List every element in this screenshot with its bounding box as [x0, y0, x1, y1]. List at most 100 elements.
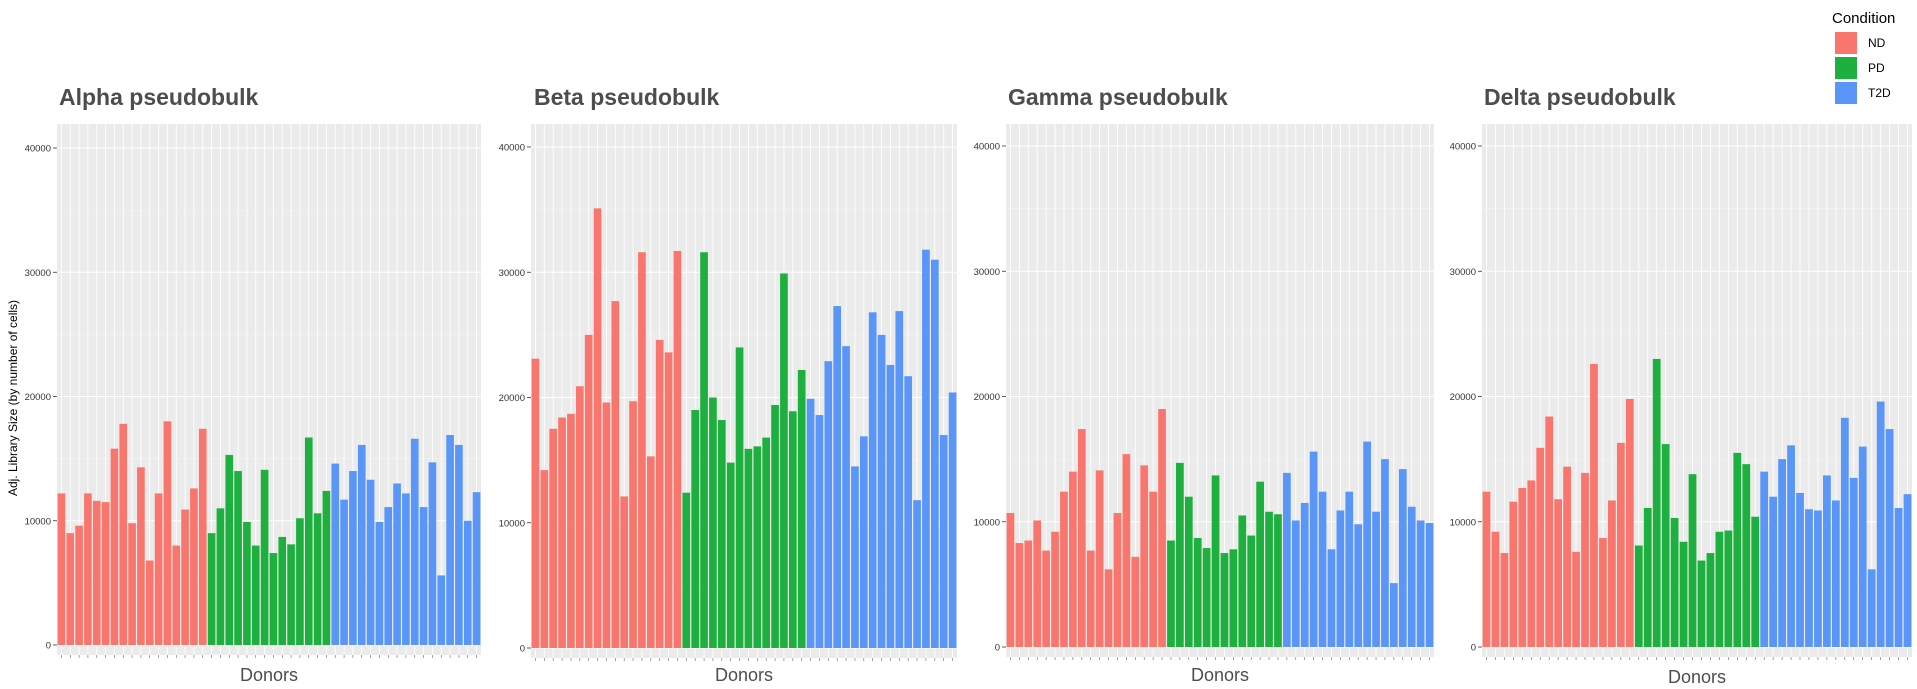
bar-t2d: [410, 438, 419, 645]
y-tick-label: 40000: [499, 143, 525, 154]
bar-t2d: [1398, 469, 1407, 647]
bar-t2d: [393, 483, 401, 645]
bar-t2d: [948, 392, 957, 648]
x-axis-label: Donors: [1191, 665, 1249, 685]
bar-pd: [278, 536, 287, 645]
bar-t2d: [877, 334, 886, 648]
bar-t2d: [1805, 509, 1813, 647]
bar-t2d: [1831, 500, 1840, 647]
bar-nd: [172, 545, 181, 645]
y-tick-label: 10000: [1450, 517, 1476, 528]
y-tick-label: 30000: [1450, 267, 1476, 278]
bar-nd: [611, 301, 620, 648]
x-axis-label: Donors: [1668, 667, 1726, 687]
bar-nd: [84, 493, 92, 645]
bar-nd: [1042, 550, 1050, 647]
bar-pd: [1176, 462, 1184, 647]
bar-nd: [1616, 442, 1625, 647]
bar-t2d: [331, 463, 340, 645]
y-tick-label: 10000: [25, 516, 51, 527]
legend-label-nd: ND: [1868, 36, 1886, 50]
plot-panel: [1006, 124, 1434, 657]
bar-pd: [1715, 531, 1724, 647]
y-tick-label: 0: [1471, 643, 1476, 654]
bar-nd: [1077, 429, 1086, 647]
bar-t2d: [1372, 511, 1380, 647]
panel-4: 0 10000 20000 30000 40000 Delta pseudobulk Don…: [1450, 84, 1912, 687]
bar-nd: [66, 533, 75, 645]
bar-t2d: [1823, 475, 1831, 647]
bar-pd: [269, 553, 278, 645]
bar-nd: [1149, 491, 1157, 647]
bar-t2d: [1354, 524, 1363, 647]
bar-pd: [1193, 538, 1202, 647]
bar-t2d: [375, 521, 384, 645]
bar-t2d: [1309, 451, 1318, 647]
bar-t2d: [1903, 494, 1912, 647]
bar-pd: [1634, 545, 1643, 647]
bar-t2d: [419, 507, 428, 645]
bar-pd: [243, 521, 251, 645]
bar-t2d: [806, 398, 815, 648]
legend: Condition ND PD T2D: [1832, 10, 1895, 104]
x-axis-label: Donors: [715, 665, 773, 685]
bar-t2d: [868, 312, 877, 648]
bar-nd: [673, 250, 682, 648]
bar-t2d: [384, 507, 393, 645]
bar-pd: [1643, 507, 1652, 647]
legend-title: Condition: [1832, 10, 1895, 27]
bar-t2d: [939, 435, 948, 648]
bar-t2d: [1318, 491, 1327, 647]
panel-2: 0 10000 20000 30000 40000 Beta pseudobulk Dono…: [499, 84, 957, 685]
bar-nd: [57, 493, 66, 645]
bar-t2d: [1840, 417, 1849, 647]
bar-nd: [655, 339, 664, 648]
bar-pd: [700, 252, 708, 648]
bar-t2d: [402, 493, 410, 645]
bar-t2d: [1336, 510, 1345, 647]
bar-pd: [1724, 530, 1733, 647]
bar-pd: [1238, 515, 1247, 647]
bar-nd: [1572, 551, 1580, 647]
bar-pd: [260, 469, 269, 645]
bar-nd: [549, 428, 558, 648]
y-tick-label: 0: [995, 643, 1000, 654]
bar-t2d: [455, 444, 463, 645]
bar-t2d: [1425, 523, 1434, 647]
bar-nd: [1599, 538, 1607, 647]
bar-pd: [1733, 452, 1742, 647]
y-axis-label: Adj. Library Size (by number of cells): [6, 300, 20, 496]
y-tick-label: 20000: [499, 393, 525, 404]
bar-t2d: [1849, 477, 1858, 647]
bar-nd: [1131, 556, 1140, 647]
bar-pd: [1184, 496, 1193, 647]
bar-nd: [1113, 512, 1122, 647]
bar-t2d: [895, 311, 904, 648]
bar-nd: [1536, 447, 1545, 647]
panel-title: Gamma pseudobulk: [1008, 84, 1228, 110]
y-tick-label: 40000: [1450, 142, 1476, 153]
bar-t2d: [815, 415, 824, 648]
bar-nd: [145, 560, 154, 645]
bar-t2d: [349, 471, 357, 645]
bar-t2d: [340, 499, 348, 645]
bar-nd: [128, 523, 136, 645]
y-tick-label: 30000: [499, 268, 525, 279]
bar-pd: [1247, 535, 1256, 647]
bar-pd: [304, 437, 313, 645]
bar-t2d: [1769, 496, 1778, 647]
bar-pd: [322, 490, 331, 645]
bar-t2d: [1407, 506, 1416, 647]
legend-label-pd: PD: [1868, 61, 1885, 75]
bar-pd: [1211, 475, 1220, 647]
bar-nd: [1518, 487, 1527, 647]
bar-t2d: [913, 500, 921, 648]
bar-t2d: [824, 361, 833, 648]
bar-nd: [1024, 540, 1033, 647]
bar-nd: [1545, 416, 1554, 647]
bar-nd: [154, 493, 163, 645]
y-tick-label: 20000: [25, 392, 51, 403]
bar-nd: [1140, 465, 1149, 647]
bar-nd: [137, 467, 145, 645]
bar-t2d: [1345, 491, 1354, 647]
